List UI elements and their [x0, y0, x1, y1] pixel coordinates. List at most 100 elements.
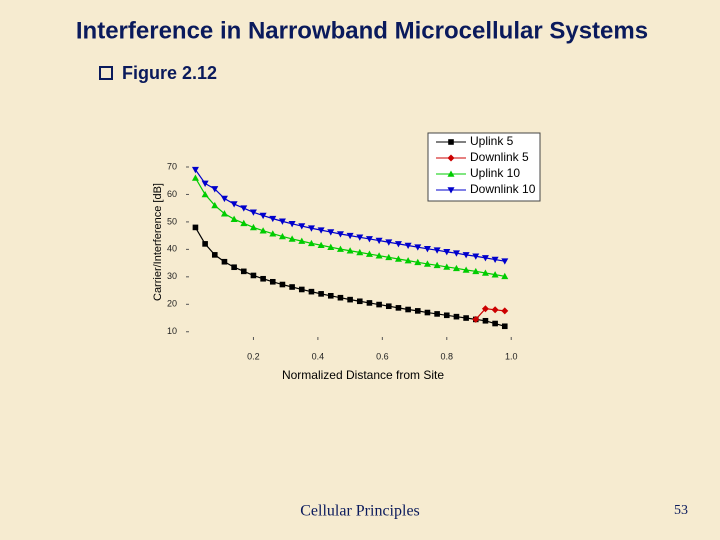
marker — [481, 255, 489, 262]
x-tick-label: 0.2 — [247, 351, 260, 361]
marker — [346, 247, 354, 254]
marker — [375, 252, 383, 259]
marker — [259, 212, 267, 220]
marker — [395, 305, 402, 311]
marker — [298, 223, 306, 230]
marker — [191, 174, 199, 181]
marker — [492, 320, 498, 327]
marker — [385, 303, 392, 310]
y-tick-label: 20 — [167, 299, 177, 309]
marker — [481, 269, 489, 276]
marker — [192, 224, 199, 231]
marker — [249, 223, 257, 231]
y-tick-label: 10 — [167, 326, 177, 336]
marker — [230, 215, 238, 222]
marker — [211, 186, 219, 193]
marker — [375, 237, 383, 245]
bullet-text: Figure 2.12 — [122, 63, 217, 83]
marker — [240, 205, 248, 212]
marker — [356, 234, 364, 241]
marker — [434, 311, 440, 317]
marker — [347, 296, 353, 303]
x-tick-label: 0.8 — [441, 351, 454, 361]
x-axis-title: Normalized Distance from Site — [282, 368, 444, 382]
marker — [221, 258, 228, 265]
marker — [220, 195, 228, 203]
marker — [318, 291, 324, 297]
legend-label: Downlink 5 — [470, 150, 529, 164]
marker — [298, 286, 305, 293]
marker — [191, 166, 199, 174]
marker — [472, 267, 480, 275]
marker — [201, 180, 209, 187]
marker — [250, 272, 257, 279]
bullet-icon — [99, 66, 113, 80]
marker — [414, 308, 421, 314]
marker — [463, 315, 469, 321]
slide-title: Interference in Narrowband Microcellular… — [76, 17, 648, 44]
marker — [337, 294, 344, 301]
y-tick-label: 60 — [167, 189, 177, 199]
marker — [433, 247, 441, 254]
marker — [453, 313, 460, 320]
marker — [472, 315, 480, 323]
marker — [405, 306, 411, 313]
marker — [336, 231, 344, 238]
marker — [240, 268, 247, 275]
marker — [366, 300, 373, 306]
marker — [269, 215, 277, 223]
marker — [501, 323, 508, 330]
marker — [481, 305, 489, 313]
marker — [211, 201, 219, 209]
marker — [278, 232, 286, 240]
marker — [220, 210, 228, 217]
marker — [501, 258, 509, 265]
marker — [385, 253, 393, 261]
legend-marker — [447, 187, 455, 194]
marker — [423, 260, 431, 267]
legend-marker — [447, 154, 455, 162]
marker — [307, 239, 315, 247]
marker — [240, 219, 248, 227]
marker — [491, 271, 499, 278]
legend-label: Downlink 10 — [470, 182, 536, 196]
footer: Cellular Principles — [300, 503, 420, 520]
marker — [249, 209, 257, 216]
marker — [443, 263, 451, 270]
marker — [365, 250, 373, 257]
marker — [230, 201, 238, 208]
marker — [327, 292, 334, 299]
y-axis-title: Carrier/Interference [dB] — [152, 183, 164, 301]
marker — [472, 253, 480, 260]
marker — [317, 241, 325, 249]
marker — [501, 272, 509, 280]
x-tick-label: 0.6 — [376, 351, 389, 361]
marker — [327, 229, 335, 236]
marker — [452, 264, 460, 272]
marker — [423, 246, 431, 253]
marker — [317, 227, 325, 234]
marker — [452, 250, 460, 257]
marker — [308, 288, 315, 295]
marker — [462, 252, 470, 259]
y-tick-label: 30 — [167, 271, 177, 281]
page-number: 53 — [674, 503, 688, 518]
series-line — [475, 308, 505, 320]
marker — [424, 309, 431, 316]
marker — [336, 245, 344, 252]
marker — [491, 256, 499, 264]
marker — [404, 242, 412, 250]
marker — [501, 307, 509, 315]
marker — [433, 261, 441, 269]
marker — [202, 241, 208, 247]
marker — [278, 218, 286, 225]
legend-label: Uplink 5 — [470, 134, 514, 148]
marker — [385, 239, 393, 246]
marker — [443, 249, 451, 256]
y-tick-label: 40 — [167, 244, 177, 254]
y-tick-label: 50 — [167, 216, 177, 226]
marker — [211, 252, 218, 258]
marker — [462, 266, 470, 273]
marker — [376, 301, 382, 308]
